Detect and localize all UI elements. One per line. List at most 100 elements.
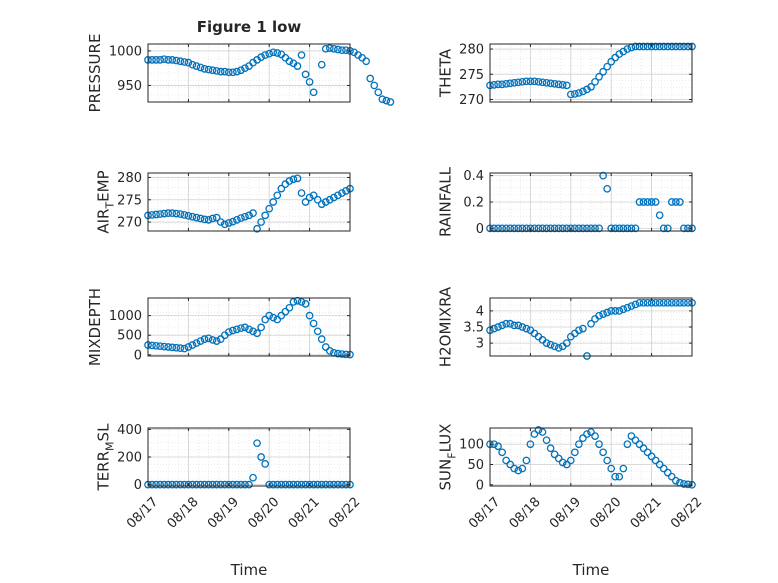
- data-point: [212, 67, 221, 75]
- data-point: [619, 305, 628, 314]
- data-point: [313, 327, 322, 336]
- data-point: [204, 334, 213, 343]
- data-point: [241, 480, 249, 489]
- data-point: [607, 307, 616, 315]
- y-tick-label: 400: [117, 423, 142, 438]
- data-point: [257, 218, 265, 226]
- data-point: [611, 224, 620, 233]
- y-axis-label: PRESSURE: [86, 34, 104, 113]
- data-point: [253, 329, 261, 338]
- data-point: [583, 430, 591, 438]
- data-point: [160, 209, 169, 218]
- data-point: [643, 448, 652, 457]
- data-point: [172, 480, 181, 489]
- data-point: [663, 468, 672, 477]
- data-point: [639, 42, 648, 51]
- data-point: [579, 434, 587, 442]
- data-point: [680, 480, 688, 488]
- data-point: [635, 198, 644, 206]
- data-point: [595, 224, 603, 233]
- data-point: [317, 200, 326, 209]
- data-point: [526, 77, 535, 86]
- data-point: [212, 213, 221, 222]
- data-point: [228, 217, 237, 226]
- data-point: [338, 350, 346, 358]
- data-point: [494, 323, 502, 331]
- y-tick-label: 0.2: [463, 196, 484, 211]
- data-point: [293, 480, 302, 489]
- data-point: [265, 480, 274, 489]
- data-point: [172, 56, 181, 65]
- x-tick-label: 08/19: [205, 495, 242, 532]
- data-point: [164, 480, 173, 489]
- y-tick-label: 270: [117, 216, 142, 231]
- y-tick-label: 0: [476, 478, 484, 493]
- data-point: [176, 210, 185, 218]
- data-point: [579, 224, 587, 233]
- data-point: [237, 324, 245, 333]
- data-point: [623, 440, 632, 449]
- data-point: [317, 335, 326, 343]
- data-point: [216, 67, 225, 76]
- data-point: [591, 77, 599, 86]
- data-point: [261, 51, 270, 59]
- data-point: [514, 321, 523, 330]
- data-point: [220, 220, 229, 229]
- data-point: [522, 224, 531, 233]
- data-point: [325, 347, 334, 355]
- subplot-rainfall: 0 0.2 0.4 RAINFALL: [437, 166, 696, 237]
- data-point: [607, 464, 616, 473]
- data-point: [245, 480, 253, 489]
- data-point: [305, 193, 314, 202]
- y-tick-label: 0: [134, 348, 142, 363]
- data-point: [208, 336, 217, 344]
- data-point: [249, 209, 257, 217]
- data-point: [301, 480, 310, 489]
- y-tick-label: 4: [476, 304, 484, 319]
- y-axis-label: H2OMIXRA: [437, 286, 455, 367]
- data-point: [651, 456, 660, 465]
- data-point: [542, 78, 551, 87]
- data-point: [530, 224, 539, 233]
- data-point: [285, 480, 294, 489]
- data-point: [514, 466, 523, 475]
- data-point: [647, 452, 656, 461]
- data-point: [313, 480, 322, 489]
- data-point: [192, 480, 201, 489]
- data-point: [490, 81, 498, 89]
- data-point: [667, 298, 676, 307]
- data-point: [253, 224, 261, 233]
- data-point: [168, 343, 177, 352]
- data-point: [200, 480, 209, 489]
- data-point: [269, 198, 278, 206]
- data-point: [301, 300, 310, 308]
- data-point: [570, 224, 579, 233]
- y-tick-label: 275: [117, 193, 142, 208]
- data-point: [684, 298, 692, 307]
- data-point: [269, 480, 278, 489]
- data-point: [514, 78, 523, 87]
- data-point: [659, 42, 668, 51]
- data-point: [362, 57, 371, 66]
- data-point: [156, 56, 164, 64]
- data-point: [192, 213, 201, 222]
- data-point: [562, 339, 571, 347]
- data-point: [635, 298, 644, 307]
- data-point: [680, 224, 688, 233]
- axes-frame: [489, 427, 693, 487]
- data-point: [550, 342, 559, 351]
- data-point: [301, 198, 310, 206]
- data-point: [216, 335, 225, 343]
- y-tick-label: 280: [459, 43, 484, 58]
- data-point: [627, 432, 636, 440]
- data-point: [663, 224, 672, 233]
- data-point: [558, 224, 567, 233]
- data-point: [558, 458, 567, 467]
- data-point: [196, 337, 205, 345]
- data-point: [297, 51, 306, 59]
- data-point: [631, 42, 640, 51]
- data-point: [522, 324, 531, 333]
- data-point: [317, 60, 326, 69]
- data-point: [237, 66, 245, 75]
- data-point: [558, 81, 567, 89]
